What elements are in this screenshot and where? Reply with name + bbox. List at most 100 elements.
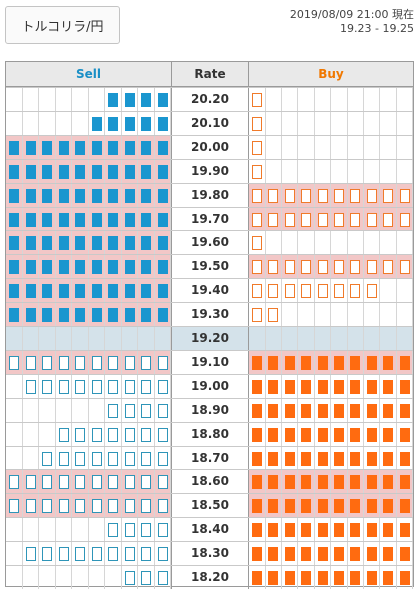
buy-cell	[347, 183, 364, 207]
sell-cell	[105, 470, 122, 494]
buy-cell	[315, 159, 332, 183]
sell-order-block	[91, 236, 102, 251]
sell-cell	[155, 159, 171, 183]
buy-cell	[282, 111, 299, 135]
order-row: 18.90	[6, 397, 414, 422]
buy-cell	[282, 88, 299, 111]
sell-order-block	[157, 379, 168, 394]
sell-cell	[105, 111, 122, 135]
sell-cell	[155, 446, 171, 470]
buy-cell	[249, 183, 266, 207]
sell-order-block	[42, 451, 52, 466]
buy-order-block	[252, 475, 262, 490]
buy-order-block	[252, 427, 262, 442]
buy-order-block	[252, 523, 262, 538]
buy-cell	[347, 327, 364, 350]
buy-cell	[331, 303, 348, 327]
buy-order-block	[284, 379, 295, 394]
sell-cell	[6, 135, 23, 159]
buy-cell	[282, 303, 299, 327]
buy-order-block	[317, 379, 328, 394]
buy-order-block	[399, 260, 410, 275]
sell-cell	[122, 494, 138, 518]
sell-cell	[72, 327, 89, 350]
buy-cell	[331, 446, 348, 470]
sell-cells	[6, 207, 171, 231]
buy-order-block	[383, 571, 394, 585]
buy-cell	[397, 566, 414, 589]
sell-order-block	[157, 427, 168, 442]
sell-cell	[138, 231, 155, 255]
buy-cell	[331, 350, 348, 374]
sell-cell	[72, 88, 89, 111]
sell-cell	[89, 374, 105, 398]
buy-cell	[364, 446, 381, 470]
sell-cell	[39, 207, 56, 231]
sell-cell	[56, 398, 72, 422]
buy-order-block	[301, 523, 312, 538]
sell-cell	[6, 350, 23, 374]
sell-cell	[39, 494, 56, 518]
sell-order-block	[25, 236, 36, 251]
buy-cell	[249, 398, 266, 422]
sell-cell	[138, 111, 155, 135]
buy-cell	[397, 494, 414, 518]
buy-cell	[298, 398, 315, 422]
sell-cell	[122, 135, 138, 159]
buy-cell	[331, 207, 348, 231]
rate-value: 18.50	[171, 494, 249, 518]
sell-cells	[6, 88, 171, 111]
sell-cell	[155, 518, 171, 542]
buy-cell	[380, 111, 397, 135]
sell-order-block	[124, 403, 135, 418]
sell-cell	[155, 327, 171, 350]
buy-cell	[397, 446, 414, 470]
rate-value: 18.20	[171, 566, 249, 589]
sell-cell	[56, 494, 72, 518]
sell-order-block	[157, 547, 168, 562]
buy-order-block	[317, 427, 328, 442]
buy-cell	[397, 374, 414, 398]
sell-cell	[39, 542, 56, 566]
rate-value: 19.60	[171, 231, 249, 255]
sell-cell	[72, 374, 89, 398]
sell-cell	[39, 422, 56, 446]
buy-order-block	[334, 499, 344, 514]
buy-cell	[265, 111, 282, 135]
buy-order-block	[284, 284, 295, 299]
buy-cell	[347, 159, 364, 183]
sell-cell	[138, 566, 155, 589]
buy-cell	[315, 135, 332, 159]
sell-order-block	[108, 188, 118, 203]
buy-cell	[397, 111, 414, 135]
sell-cell	[122, 159, 138, 183]
buy-order-block	[268, 547, 279, 562]
sell-order-block	[124, 451, 135, 466]
sell-order-block	[58, 547, 69, 562]
order-row: 19.50	[6, 254, 414, 279]
sell-cell	[138, 135, 155, 159]
sell-cell	[105, 207, 122, 231]
currency-pair-button[interactable]: トルコリラ/円	[5, 6, 120, 44]
buy-order-block	[252, 236, 262, 251]
buy-order-block	[399, 571, 410, 585]
sell-cell	[155, 470, 171, 494]
buy-order-block	[399, 451, 410, 466]
sell-order-block	[141, 260, 151, 275]
buy-order-block	[350, 403, 361, 418]
buy-order-block	[317, 547, 328, 562]
sell-order-block	[157, 93, 168, 107]
buy-order-block	[252, 499, 262, 514]
sell-order-block	[141, 475, 151, 490]
sell-order-block	[58, 308, 69, 323]
sell-cell	[56, 111, 72, 135]
buy-order-block	[399, 427, 410, 442]
buy-cell	[331, 374, 348, 398]
buy-cell	[315, 88, 332, 111]
sell-cell	[155, 135, 171, 159]
rate-value: 19.20	[171, 327, 249, 350]
sell-cells	[6, 327, 171, 350]
buy-cell	[298, 183, 315, 207]
rate-value: 19.70	[171, 207, 249, 231]
sell-order-block	[108, 475, 118, 490]
